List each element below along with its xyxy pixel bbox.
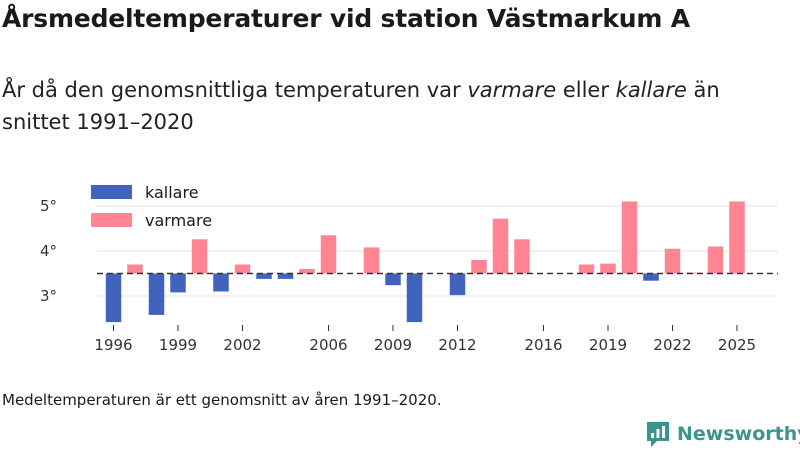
x-tick-label: 2016 (524, 336, 562, 354)
legend-swatch-warmer (91, 213, 132, 227)
x-tick-label: 2006 (309, 336, 347, 354)
subtitle-cold-word: kallare (615, 78, 687, 102)
bar-2018-warmer (578, 264, 595, 274)
bar-2014-warmer (492, 218, 509, 274)
x-tick-label: 2009 (374, 336, 412, 354)
bar-1997-warmer (127, 264, 143, 274)
bar-2004-colder (277, 273, 294, 279)
bar-2025-warmer (729, 201, 745, 274)
bar-2000-warmer (191, 239, 208, 274)
y-tick-label: 5° (40, 197, 57, 215)
bars (105, 201, 745, 323)
bar-2022-warmer (664, 248, 681, 274)
subtitle-text-2: eller (556, 78, 616, 102)
x-tick-label: 2019 (589, 336, 627, 354)
bar-2005-warmer (299, 269, 315, 274)
bar-2008-warmer (363, 247, 380, 274)
bar-2013-warmer (471, 260, 487, 274)
legend-label-warmer: varmare (145, 211, 212, 230)
bar-1999-colder (170, 273, 186, 293)
footnote: Medeltemperaturen är ett genomsnitt av å… (2, 391, 442, 409)
brand-name: Newsworthy (677, 423, 800, 445)
chart-subtitle: År då den genomsnittliga temperaturen va… (2, 74, 792, 138)
y-tick-label: 3° (40, 287, 57, 305)
legend-label-colder: kallare (145, 183, 199, 202)
x-tick-label: 1996 (94, 336, 132, 354)
x-tick-label: 1999 (159, 336, 197, 354)
gridlines (97, 205, 778, 297)
newsworthy-logo-icon (647, 422, 669, 447)
brand: Newsworthy (645, 419, 800, 449)
subtitle-text-3: än snittet 1991–2020 (2, 78, 720, 134)
bar-2015-warmer (514, 239, 530, 274)
bar-1996-colder (105, 273, 122, 323)
axes: 3° 4° 5° 1996 1999 2002 2006 2009 2012 2016 2019 20… (40, 197, 756, 354)
bar-2020-warmer (621, 201, 638, 274)
x-tick-label: 2012 (438, 336, 476, 354)
bar-2012-colder (449, 273, 466, 296)
x-tick-label: 2025 (718, 336, 756, 354)
bar-2019-warmer (600, 263, 616, 274)
bar-1998-colder (148, 273, 165, 315)
y-tick-label: 4° (40, 242, 57, 260)
chart-title: Årsmedeltemperaturer vid station Västmar… (2, 4, 690, 33)
bar-2002-warmer (234, 264, 251, 274)
bar-2024-warmer (707, 246, 724, 274)
legend: kallare varmare (91, 183, 212, 230)
legend-swatch-colder (91, 185, 132, 199)
bar-2003-colder (256, 273, 272, 279)
x-tick-label: 2002 (223, 336, 261, 354)
subtitle-text-1: År då den genomsnittliga temperaturen va… (2, 78, 468, 102)
subtitle-warm-word: varmare (467, 78, 557, 102)
x-tick-label: 2022 (653, 336, 691, 354)
bar-2021-colder (643, 273, 659, 281)
bar-2009-colder (385, 273, 401, 286)
bar-2023-warmer (686, 272, 702, 274)
bar-2010-colder (406, 273, 423, 323)
bar-2006-warmer (320, 235, 337, 274)
bar-2001-colder (213, 273, 229, 292)
